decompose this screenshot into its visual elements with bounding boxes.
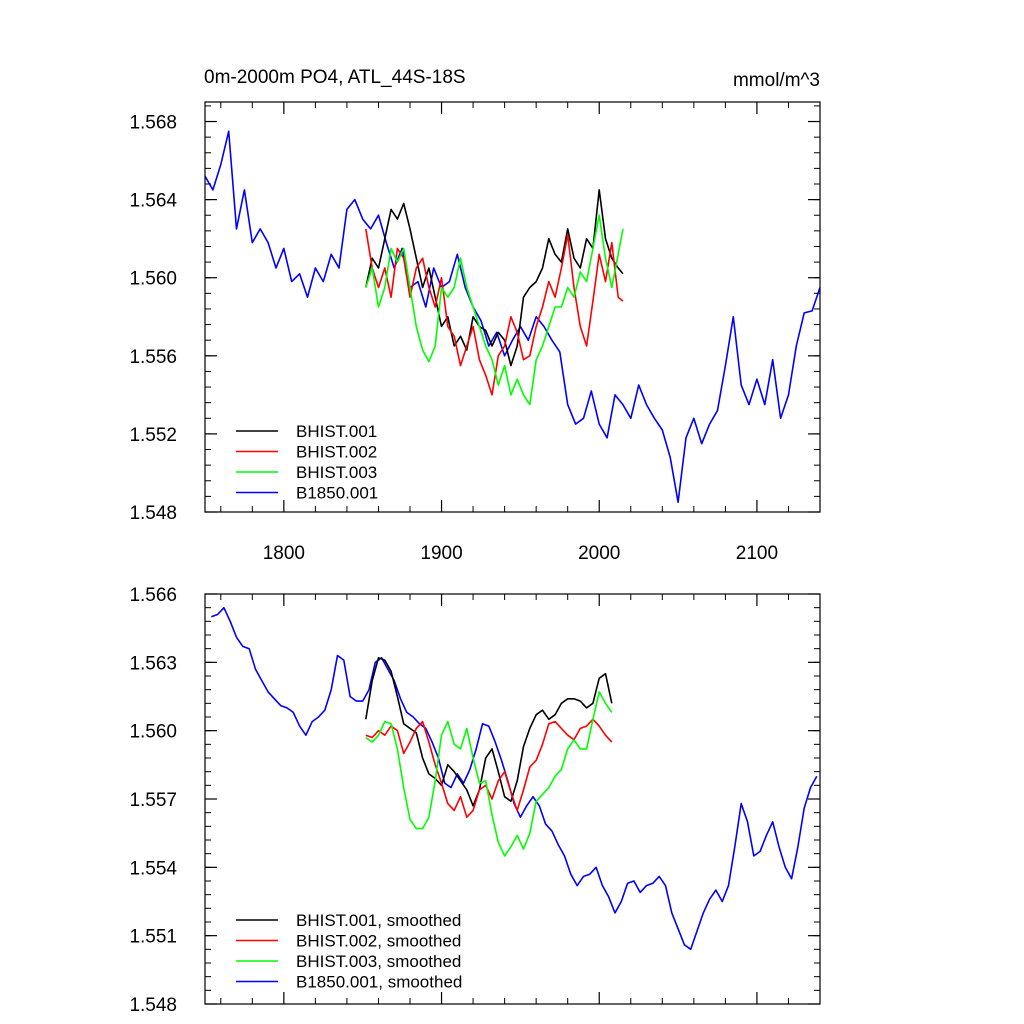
top-panel-frame [204,101,821,513]
bottom-panel-frame [204,593,821,1005]
y-tick-label: 1.560 [129,722,177,743]
legend-label: B1850.001 [296,484,378,503]
legend-label: BHIST.002, smoothed [296,932,461,951]
x-tick-label: 2100 [736,543,778,564]
y-tick-label: 1.557 [129,790,177,811]
series-line-bhist-001 [365,189,624,367]
legend-label: BHIST.002 [296,443,377,462]
bottom-panel-legend: BHIST.001, smoothed BHIST.002, smoothedBH… [236,911,462,992]
y-tick-label: 1.554 [129,858,177,879]
y-tick-label: 1.568 [129,113,177,134]
series-line-bhist-003-smoothed [365,691,613,857]
series-line-b1850-001 [204,130,821,504]
series-line-b1850-001-smoothed [211,606,818,951]
x-tick-label: 1800 [263,543,305,564]
legend-label: B1850.001, smoothed [296,973,462,992]
legend-label: BHIST.003 [296,463,377,482]
top-panel: 0m-2000m PO4, ATL_44S-18S mmol/m^3 1.548… [129,67,821,564]
legend-label: BHIST.001 [296,422,377,441]
y-tick-label: 1.548 [129,503,177,524]
y-tick-label: 1.552 [129,425,177,446]
y-tick-label: 1.548 [129,995,177,1016]
series-line-bhist-001-smoothed [365,656,613,807]
y-tick-label: 1.556 [129,347,177,368]
bottom-panel-series [211,606,818,951]
series-line-bhist-002-smoothed [365,718,613,819]
bottom-panel: 1.548 1.551 1.554 1.557 1.560 1.563 1.566 BHIS… [129,585,821,1016]
units-label: mmol/m^3 [733,70,820,91]
top-panel-series [204,130,821,504]
chart-title: 0m-2000m PO4, ATL_44S-18S [204,67,466,88]
y-tick-label: 1.560 [129,269,177,290]
x-tick-label: 2000 [578,543,620,564]
series-line-bhist-003 [365,214,624,406]
y-tick-label: 1.551 [129,927,177,948]
y-tick-label: 1.566 [129,585,177,606]
x-tick-label: 1900 [420,543,462,564]
bottom-panel-ticks: 1.548 1.551 1.554 1.557 1.560 1.563 1.566 [129,585,821,1016]
y-tick-label: 1.564 [129,191,177,212]
y-tick-label: 1.563 [129,653,177,674]
legend-label: BHIST.003, smoothed [296,952,461,971]
legend-label: BHIST.001, smoothed [296,911,461,930]
